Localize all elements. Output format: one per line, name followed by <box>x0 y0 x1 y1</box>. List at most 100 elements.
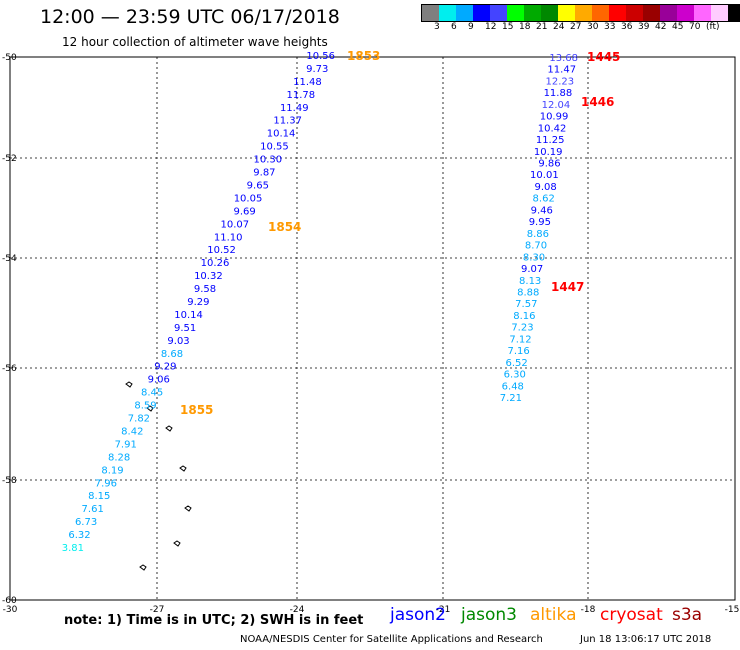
wave-height-label: 7.61 <box>82 504 104 515</box>
wave-height-label: 8.19 <box>101 465 123 476</box>
legend-label: 24 <box>553 22 565 32</box>
wave-height-label: 9.73 <box>306 64 328 75</box>
island-shape <box>146 405 154 412</box>
lon-tick-label: -15 <box>725 605 740 615</box>
legend-swatch <box>677 5 694 21</box>
wave-height-label: 8.16 <box>513 311 535 322</box>
legend-swatch <box>660 5 677 21</box>
wave-height-label: 11.47 <box>547 65 576 76</box>
wave-height-label: 8.62 <box>533 194 555 205</box>
lat-tick-label: -52 <box>2 154 17 164</box>
legend-swatch <box>643 5 660 21</box>
legend-label: 18 <box>519 22 531 32</box>
island-shape <box>184 505 192 512</box>
lon-tick-label: -27 <box>150 605 165 615</box>
wave-height-label: 10.14 <box>267 129 296 140</box>
lat-tick-label: -54 <box>2 254 17 264</box>
legend-label: 70 <box>689 22 701 32</box>
pass-time-label: 1445 <box>587 50 620 64</box>
wave-height-label: 9.29 <box>154 362 176 373</box>
track-b-values: 13.6811.4712.2311.8812.0410.9910.4211.25… <box>500 50 621 404</box>
wave-height-label: 9.06 <box>148 375 170 386</box>
lon-tick-label: -21 <box>436 605 451 615</box>
wave-height-label: 10.07 <box>220 219 249 230</box>
pass-time-label: 1854 <box>268 220 301 234</box>
wave-height-label: 7.12 <box>509 334 531 345</box>
wave-height-label: 8.15 <box>88 491 110 502</box>
track-a-values: 10.56 9.73 11.48 11.78 11.49 11.37 10.14 10.55 1… <box>62 49 381 554</box>
wave-height-label: 7.96 <box>95 478 117 489</box>
legend-swatch <box>524 5 541 21</box>
wave-height-label: 6.73 <box>75 517 97 528</box>
wave-height-label: 8.70 <box>525 241 547 252</box>
wave-height-label: 9.65 <box>247 180 269 191</box>
wave-height-label: 8.88 <box>517 287 539 298</box>
wave-height-label: 6.48 <box>502 381 524 392</box>
legend-swatch <box>490 5 507 21</box>
legend-swatch <box>575 5 592 21</box>
island-shape <box>125 381 133 388</box>
legend-label: 15 <box>502 22 514 32</box>
page-subtitle: 12 hour collection of altimeter wave hei… <box>62 35 328 49</box>
legend-label: 36 <box>621 22 633 32</box>
wave-height-label: 9.95 <box>529 217 551 228</box>
wave-height-label: 10.55 <box>260 142 289 153</box>
wave-height-label: 8.30 <box>523 252 545 263</box>
wave-height-label: 10.26 <box>201 258 230 269</box>
wave-height-label: 10.32 <box>194 271 223 282</box>
legend-swatch <box>422 5 439 21</box>
wave-height-label: 7.91 <box>115 439 137 450</box>
color-legend <box>421 4 740 22</box>
satellite-name: cryosat <box>600 605 663 625</box>
wave-height-label: 9.08 <box>534 182 556 193</box>
legend-swatch <box>694 5 711 21</box>
legend-swatch <box>456 5 473 21</box>
legend-label: 45 <box>672 22 684 32</box>
wave-height-label: 8.42 <box>121 426 143 437</box>
wave-height-label: 3.81 <box>62 543 84 554</box>
lon-tick-label: -24 <box>290 605 305 615</box>
legend-swatch <box>439 5 456 21</box>
wave-height-label: 9.07 <box>521 264 543 275</box>
wave-height-label: 10.05 <box>234 193 263 204</box>
legend-label: 33 <box>604 22 616 32</box>
map-frame <box>9 56 736 601</box>
legend-swatch <box>626 5 643 21</box>
wave-height-label: 7.57 <box>515 299 537 310</box>
legend-label: 12 <box>485 22 497 32</box>
page-title: 12:00 — 23:59 UTC 06/17/2018 <box>40 6 340 28</box>
wave-height-label: 7.21 <box>500 393 522 404</box>
legend-label: 9 <box>468 22 474 32</box>
wave-height-label: 12.04 <box>542 100 571 111</box>
axis-labels: -50 -52 -54 -56 -58 -60-30 -27 -24 -21 -18 -15 <box>2 53 739 615</box>
wave-height-label: 8.59 <box>134 401 156 412</box>
wave-height-label: 11.37 <box>273 116 302 127</box>
legend-swatch <box>558 5 575 21</box>
legend-swatch <box>609 5 626 21</box>
pass-time-label: 1446 <box>581 95 614 109</box>
legend-label: 21 <box>536 22 548 32</box>
credit-text: NOAA/NESDIS Center for Satellite Applica… <box>240 634 543 645</box>
wave-height-label: 11.49 <box>280 103 309 114</box>
wave-height-label: 9.69 <box>233 206 255 217</box>
legend-label: 42 <box>655 22 667 32</box>
island-shape <box>179 465 187 472</box>
generated-timestamp: Jun 18 13:06:17 UTC 2018 <box>580 634 712 645</box>
lon-tick-label: -30 <box>3 605 18 615</box>
wave-height-label: 10.99 <box>540 112 569 123</box>
wave-height-label: 9.51 <box>174 323 196 334</box>
pass-time-label: 1853 <box>347 49 380 63</box>
legend-label: 27 <box>570 22 582 32</box>
wave-height-label: 11.78 <box>287 90 316 101</box>
satellite-name: jason2 <box>390 605 446 625</box>
island-shape <box>165 425 173 432</box>
wave-height-label: 8.68 <box>161 349 183 360</box>
wave-height-label: 10.52 <box>207 245 236 256</box>
wave-height-label: 10.19 <box>534 147 563 158</box>
wave-height-label: 10.42 <box>538 123 567 134</box>
legend-swatch <box>728 5 740 21</box>
wave-height-label: 11.48 <box>293 77 322 88</box>
wave-height-label: 7.82 <box>128 414 150 425</box>
